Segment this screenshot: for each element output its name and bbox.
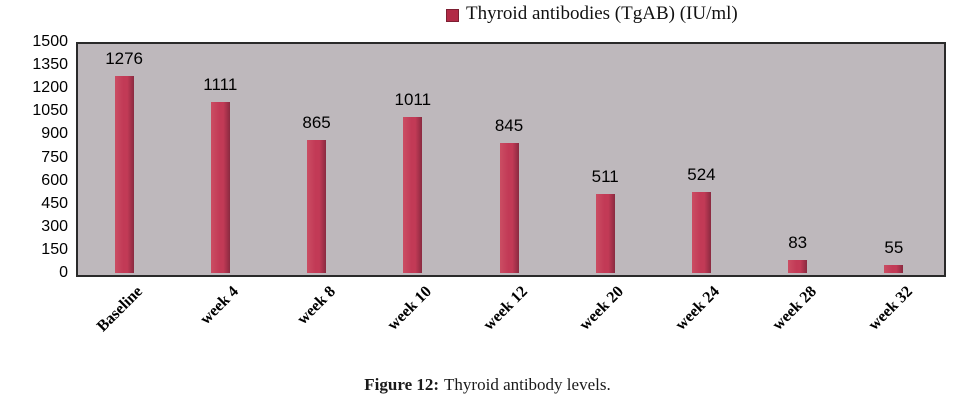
y-tick-label: 0 (59, 264, 68, 281)
x-tick-label: week 24 (672, 283, 724, 334)
y-tick-label: 300 (41, 217, 68, 235)
x-tick-label: week 10 (384, 283, 435, 334)
legend-marker-icon (446, 8, 459, 22)
bar-value-label: 1111 (203, 74, 238, 94)
bar (788, 260, 808, 273)
x-tick-label: week 8 (293, 283, 339, 329)
x-tick-label: week 4 (197, 283, 243, 329)
bar (499, 142, 519, 273)
bar (691, 192, 711, 273)
bar-value-label: 1276 (105, 49, 144, 69)
y-tick-label: 450 (41, 194, 68, 212)
bar-value-label: 524 (687, 165, 716, 185)
bar-value-label: 865 (302, 112, 331, 132)
bar-value-label: 845 (494, 115, 524, 135)
y-tick-label: 1200 (32, 79, 68, 97)
caption-text: Thyroid antibody levels. (444, 375, 611, 394)
bar-value-label: 511 (591, 167, 619, 187)
y-tick-label: 750 (41, 148, 68, 166)
x-tick-label: Baseline (93, 283, 147, 336)
y-tick-label: 1050 (32, 102, 68, 120)
caption-label: Figure 12: (364, 375, 440, 394)
bar (114, 76, 134, 273)
y-tick-label: 1500 (32, 33, 68, 50)
y-tick-label: 150 (41, 240, 68, 258)
x-tick-label: week 32 (865, 283, 916, 334)
bar (884, 264, 904, 273)
chart-legend: Thyroid antibodies (TgAB) (IU/ml) (446, 3, 738, 25)
x-tick-label: week 12 (480, 283, 532, 334)
bar (210, 101, 230, 273)
y-tick-label: 1350 (32, 56, 68, 74)
bar (403, 117, 423, 273)
bar (595, 194, 615, 273)
bar (307, 139, 327, 273)
y-tick-label: 600 (41, 171, 68, 189)
y-tick-label: 900 (41, 125, 68, 143)
bar-value-label: 55 (884, 237, 904, 257)
legend-label: Thyroid antibodies (TgAB) (IU/ml) (466, 3, 738, 24)
x-tick-label: week 28 (769, 283, 820, 334)
bar-value-label: 1011 (394, 90, 432, 110)
x-tick-label: week 20 (576, 283, 628, 334)
figure-caption: Figure 12: Thyroid antibody levels. (0, 375, 975, 395)
bar-value-label: 83 (788, 233, 808, 253)
